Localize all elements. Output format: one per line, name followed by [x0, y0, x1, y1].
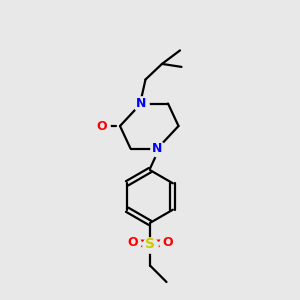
Text: N: N	[136, 97, 146, 110]
Text: O: O	[127, 236, 138, 250]
Text: O: O	[162, 236, 173, 250]
Text: S: S	[145, 238, 155, 251]
Text: O: O	[97, 119, 107, 133]
Text: N: N	[152, 142, 163, 155]
